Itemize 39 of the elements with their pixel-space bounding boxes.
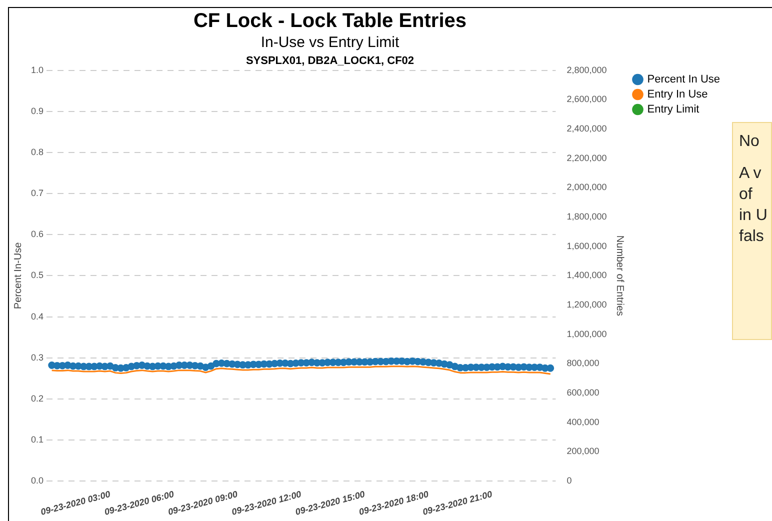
text: SYSPLX01, DB2A_LOCK1, CF02 [246,55,414,67]
y-tick-label: 0.4 [30,311,44,322]
y2-tick-label: 400,000 [566,416,600,427]
legend-label: Entry Limit [647,104,700,116]
y2-tick-label: 2,800,000 [566,64,607,75]
y2-tick-label: 600,000 [566,388,600,398]
y2-axis-title: Number of Entries [614,235,625,316]
y-axis-title: Percent In-Use [12,242,24,310]
y-tick-label: 0.0 [30,476,44,486]
y2-tick-label: 1,200,000 [566,300,607,310]
y-tick-label: 0.5 [30,270,44,280]
y2-tick-label: 800,000 [566,358,600,368]
y-tick-label: 0.7 [30,188,44,198]
y-tick-label: 0.2 [30,393,44,404]
y2-tick-label: 1,000,000 [566,328,607,339]
y2-tick-label: 200,000 [566,446,600,456]
y2-tick-label: 2,400,000 [566,124,607,134]
text: No [739,132,760,152]
text: fals [739,227,765,247]
text: A v [739,164,762,184]
legend-label: Entry In Use [647,88,708,101]
chart-title: CF Lock - Lock Table Entries [192,10,468,33]
y2-tick-label: 1,400,000 [566,270,607,280]
y-tick-label: 0.9 [30,106,44,116]
y2-tick-label: 2,200,000 [566,152,607,163]
y-tick-label: 1.0 [30,64,44,75]
y-tick-label: 0.6 [30,229,44,240]
y2-tick-label: 2,000,000 [566,182,607,192]
y-tick-label: 0.3 [30,352,44,362]
chart-subtitle: In-Use vs Entry Limit [260,34,400,51]
y-tick-label: 0.8 [30,147,44,158]
text: of [739,185,754,205]
y-tick-label: 0.1 [30,434,44,444]
text: in U [739,206,768,226]
y2-tick-label: 0 [566,476,572,486]
y2-tick-label: 1,800,000 [566,212,607,222]
legend-label: Percent In Use [647,74,720,86]
y2-tick-label: 2,600,000 [566,94,607,104]
y2-tick-label: 1,600,000 [566,240,607,251]
